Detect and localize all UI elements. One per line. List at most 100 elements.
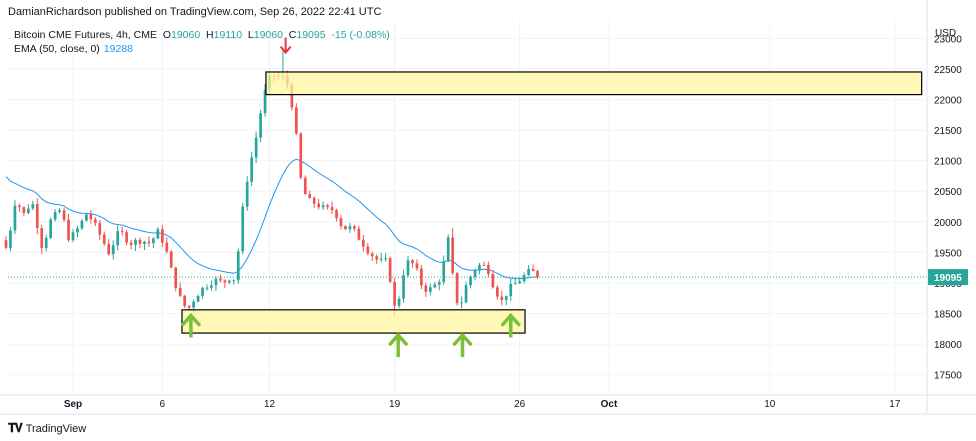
candle-body (98, 223, 102, 235)
y-tick-label: 18500 (934, 310, 962, 321)
candle-body (214, 278, 218, 286)
candle-body (250, 157, 254, 182)
candle (446, 234, 450, 263)
candle (98, 220, 102, 240)
candle (500, 290, 504, 306)
candle-body (509, 283, 513, 297)
candle (9, 227, 12, 252)
candle-body (71, 232, 75, 241)
candle-body (174, 267, 178, 288)
y-tick-label: 17500 (934, 371, 962, 382)
candle-body (40, 228, 44, 249)
y-tick-label: 22500 (934, 65, 962, 76)
candle (299, 132, 303, 180)
close-label: C (288, 29, 297, 41)
candle (326, 203, 329, 210)
candle-body (513, 283, 517, 285)
candle-body (482, 264, 486, 266)
candle-body (473, 270, 477, 277)
candle-body (143, 241, 146, 245)
candle (312, 196, 316, 208)
candle (76, 225, 79, 238)
candle-body (375, 256, 379, 260)
open-value: 19060 (170, 29, 201, 41)
candle-body (31, 204, 35, 209)
candle-body (455, 272, 459, 304)
candle (40, 225, 44, 254)
high-value: 19110 (213, 29, 243, 41)
candle (344, 225, 347, 231)
candle (527, 265, 530, 277)
candle (504, 295, 508, 306)
symbol-row: Bitcoin CME Futures, 4h, CME O19060 H191… (14, 28, 390, 42)
candle (160, 224, 164, 248)
candle-body (18, 205, 21, 208)
candle (250, 151, 254, 187)
candle (379, 252, 383, 263)
candle-body (160, 229, 164, 243)
close-value: 19095 (296, 29, 326, 41)
change-value: -15 (-0.08%) (331, 29, 390, 41)
candle-body (4, 240, 8, 248)
candle (375, 254, 379, 264)
y-tick-label: 19500 (934, 248, 962, 259)
candle (263, 84, 267, 117)
y-tick-label: 21000 (934, 157, 962, 168)
candle (339, 215, 343, 230)
up-arrow-head (500, 312, 521, 327)
candle-body (500, 296, 504, 301)
candle (125, 229, 128, 246)
candle (478, 263, 481, 275)
candle-body (165, 242, 169, 252)
candle (22, 206, 26, 217)
x-tick-label: 10 (764, 399, 776, 410)
candle-body (236, 251, 240, 281)
candle (509, 278, 513, 301)
footer: 𝐓𝐕 TradingView (8, 421, 86, 436)
candle-body (326, 205, 329, 208)
up-arrow-icon (500, 312, 521, 338)
candle (482, 261, 486, 267)
ema-label[interactable]: EMA (50, close, 0) (14, 43, 100, 55)
x-tick-label: 12 (264, 399, 276, 410)
candle-body (49, 219, 53, 238)
candle-body (9, 230, 12, 248)
x-tick-label: 6 (160, 399, 166, 410)
candle-body (58, 210, 61, 213)
candle-body (308, 194, 312, 198)
candle-body (76, 228, 79, 233)
candle-body (22, 207, 26, 213)
candle-body (312, 197, 316, 204)
candle-body (397, 298, 401, 306)
candle (254, 131, 258, 164)
candle-body (437, 281, 441, 285)
x-tick-label: 17 (889, 399, 901, 410)
brand-label[interactable]: TradingView (25, 422, 87, 435)
candle (129, 239, 133, 250)
symbol-label[interactable]: Bitcoin CME Futures, 4h, CME (14, 29, 157, 41)
candle (58, 207, 61, 214)
candle-body (201, 287, 204, 296)
low-label: L (247, 29, 254, 41)
candle (4, 236, 8, 250)
candle (67, 214, 70, 243)
candle-body (384, 258, 388, 260)
candle (236, 248, 240, 284)
candle-body (67, 219, 70, 241)
resistance-zone (265, 71, 923, 96)
candle (219, 274, 222, 283)
tradingview-logo-icon[interactable]: 𝐓𝐕 (8, 421, 23, 435)
candles (4, 47, 539, 317)
candle (411, 258, 414, 268)
candle-body (111, 245, 115, 255)
candle (451, 227, 455, 275)
candle-body (80, 220, 84, 229)
candle (205, 284, 209, 291)
candle-body (442, 261, 446, 282)
candle (71, 229, 75, 243)
candle (214, 276, 218, 292)
candle (366, 242, 370, 256)
candle-body (116, 231, 120, 246)
candle-body (93, 219, 97, 224)
